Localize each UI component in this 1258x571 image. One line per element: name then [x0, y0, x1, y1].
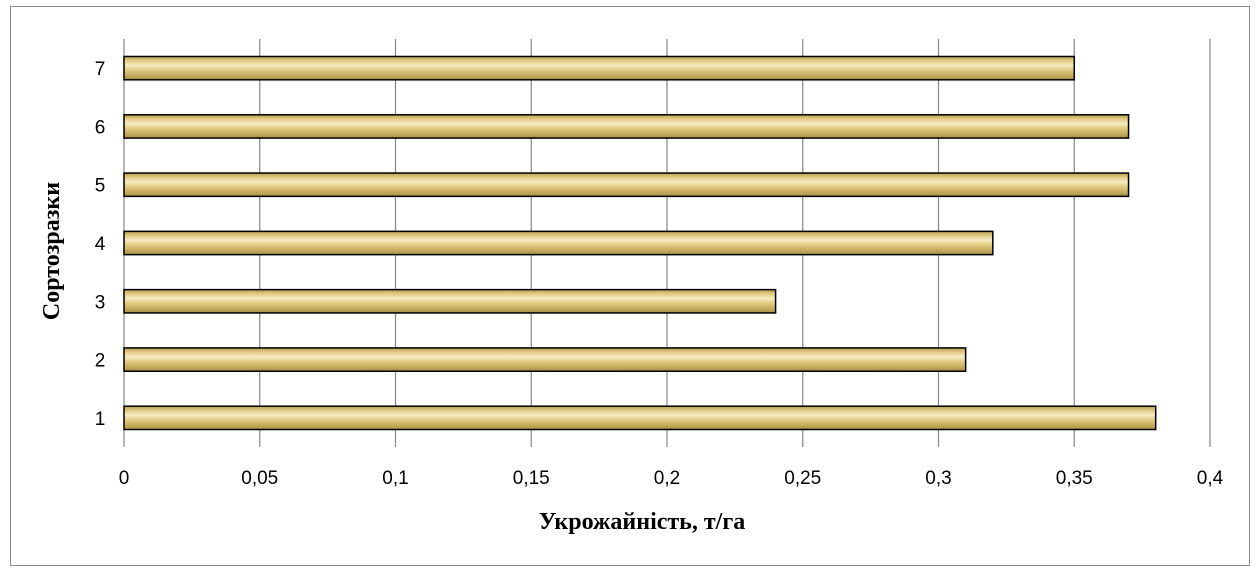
bar-1 — [123, 405, 1157, 431]
x-tick-label: 0,35 — [1056, 468, 1093, 489]
bar-chart: 0 0,05 0,1 0,15 0,2 0,25 0,3 0,35 0,4 1 2 3 4 5 6 7 Ук… — [39, 39, 1224, 535]
bar-4 — [123, 230, 994, 256]
chart-area: 0 0,05 0,1 0,15 0,2 0,25 0,3 0,35 0,4 1 2 3 4 5 6 7 Ук… — [10, 6, 1250, 566]
y-axis-title: Сортозразки — [39, 182, 65, 320]
x-tick-label: 0 — [119, 468, 130, 489]
bars — [123, 55, 1157, 431]
y-tick-label: 6 — [95, 117, 106, 138]
x-tick-label: 0,15 — [513, 468, 550, 489]
y-tick-label: 7 — [95, 59, 106, 80]
x-tick-label: 0,1 — [382, 468, 408, 489]
bar-5 — [123, 172, 1130, 198]
x-tick-label: 0,4 — [1197, 468, 1224, 489]
x-tick-label: 0,05 — [241, 468, 278, 489]
y-tick-label: 2 — [95, 351, 106, 372]
x-tick-label: 0,25 — [784, 468, 821, 489]
y-tick-labels: 1 2 3 4 5 6 7 — [95, 59, 106, 430]
y-tick-label: 3 — [95, 292, 106, 313]
bar-7 — [123, 55, 1075, 81]
x-tick-label: 0,3 — [925, 468, 951, 489]
bar-2 — [123, 347, 967, 372]
x-tick-label: 0,2 — [654, 468, 680, 489]
y-tick-label: 5 — [95, 176, 106, 197]
bar-6 — [123, 114, 1130, 139]
x-tick-labels: 0 0,05 0,1 0,15 0,2 0,25 0,3 0,35 0,4 — [119, 468, 1224, 489]
y-tick-label: 1 — [95, 409, 106, 430]
bar-3 — [123, 288, 777, 314]
y-tick-label: 4 — [95, 234, 106, 255]
x-axis-title: Укрожайність, т/га — [539, 509, 745, 535]
